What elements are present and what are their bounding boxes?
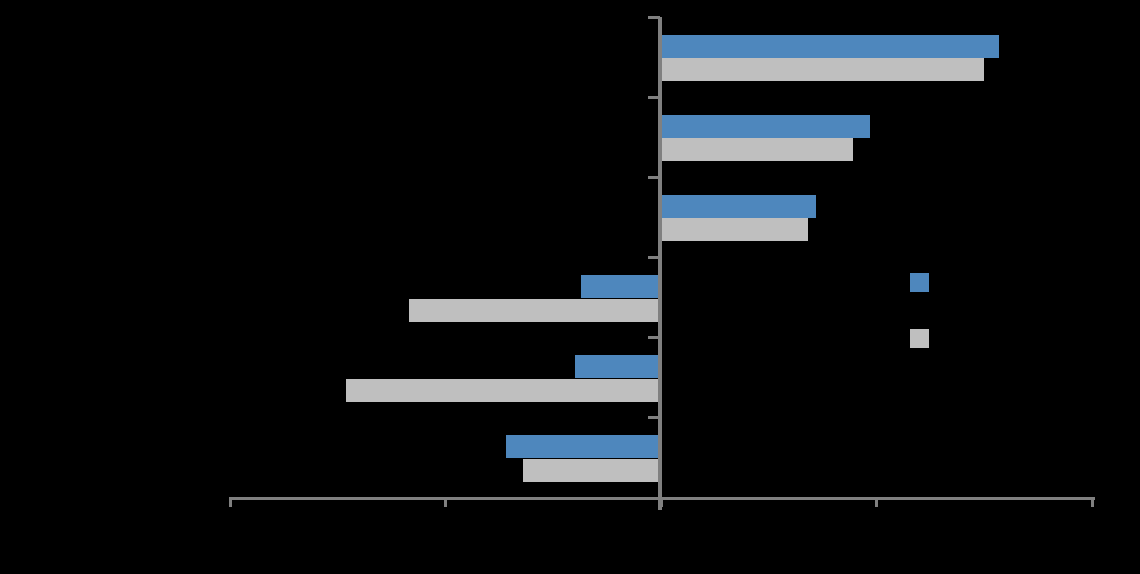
blue-bar-row-3 xyxy=(661,195,816,218)
x-axis-tick xyxy=(229,497,232,507)
blue-bar-row-5 xyxy=(575,355,661,378)
x-axis-tick xyxy=(660,497,663,507)
blue-bar-row-1 xyxy=(661,35,999,58)
y-axis-tick xyxy=(648,256,660,259)
gray-bar-row-6 xyxy=(523,459,661,482)
x-axis-tick xyxy=(875,497,878,507)
gray-bar-row-4 xyxy=(409,299,661,322)
blue-bar-row-2 xyxy=(661,115,870,138)
gray-bar-row-5 xyxy=(346,379,661,402)
y-axis-tick xyxy=(648,96,660,99)
legend-swatch-blue xyxy=(910,273,929,292)
x-axis-tick xyxy=(1091,497,1094,507)
legend-swatch-gray xyxy=(910,329,929,348)
y-axis-zero-line xyxy=(658,17,662,510)
gray-bar-row-3 xyxy=(661,218,808,241)
y-axis-tick xyxy=(648,176,660,179)
gray-bar-row-1 xyxy=(661,58,984,81)
blue-bar-row-4 xyxy=(581,275,661,298)
y-axis-tick xyxy=(648,416,660,419)
y-axis-tick xyxy=(648,336,660,339)
y-axis-tick xyxy=(648,16,660,19)
x-axis-tick xyxy=(444,497,447,507)
blue-bar-row-6 xyxy=(506,435,661,458)
gray-bar-row-2 xyxy=(661,138,853,161)
